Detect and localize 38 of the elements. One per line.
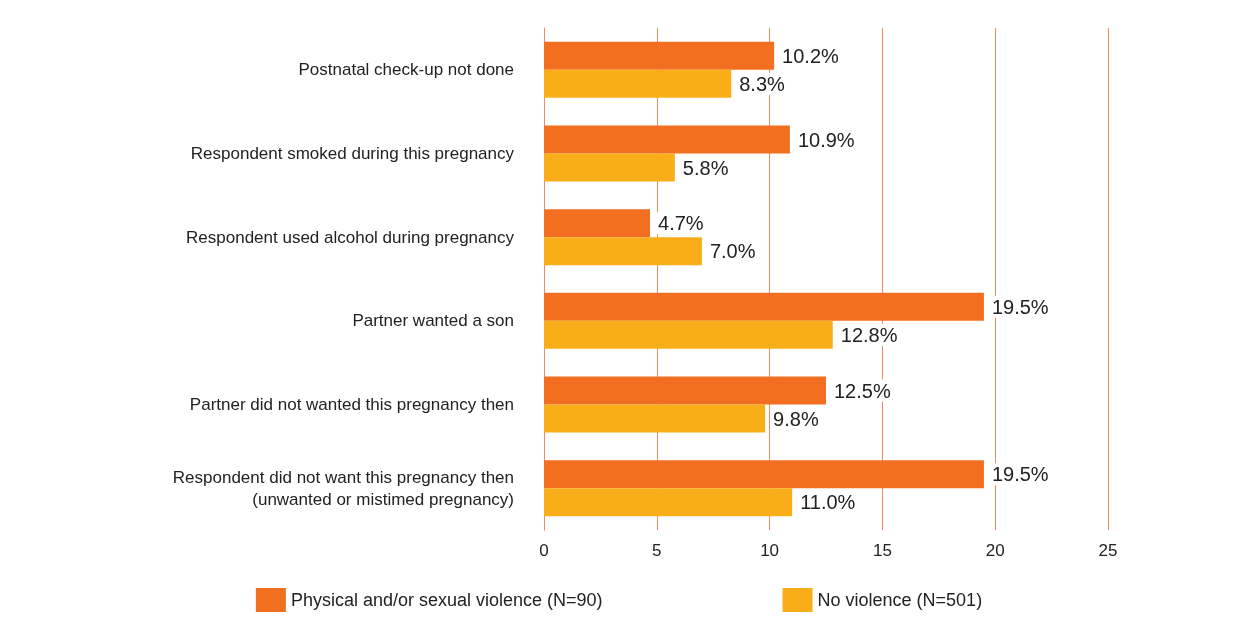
x-tick-label: 15 — [872, 541, 892, 560]
y-tick-label: Respondent did not want this pregnancy then (unwanted or mistimed pregnancy) — [172, 467, 514, 509]
y-tick-label: Respondent used alcohol during pregnancy — [186, 227, 515, 247]
data-label: 4.7% — [658, 212, 704, 235]
bar — [544, 125, 790, 154]
y-tick-label: Partner did not wanted this pregnancy then — [189, 395, 514, 414]
bar — [544, 41, 775, 70]
legend-label: No violence (N=501) — [817, 590, 983, 610]
data-label: 12.5% — [834, 379, 891, 402]
data-label: 12.8% — [840, 323, 898, 346]
bar — [544, 153, 675, 182]
data-label: 10.2% — [782, 44, 840, 67]
legend-label: Physical and/or sexual violence (N=90) — [290, 590, 603, 610]
x-tick-label: 10 — [760, 541, 780, 560]
bar — [544, 320, 833, 349]
bar — [544, 69, 732, 98]
data-label: 19.5% — [991, 463, 1049, 486]
data-label: 9.8% — [773, 407, 819, 430]
y-tick-label: Respondent smoked during this pregnancy — [190, 144, 515, 163]
data-label: 10.9% — [797, 128, 855, 151]
data-label: 11.0% — [800, 491, 856, 514]
bar — [544, 209, 651, 238]
x-tick-label: 25 — [1098, 541, 1118, 560]
bar — [544, 292, 984, 321]
y-tick-label: Partner wanted a son — [352, 311, 514, 331]
bar — [544, 404, 766, 433]
data-label: 19.5% — [991, 295, 1049, 318]
data-label: 8.3% — [739, 72, 786, 95]
data-label: 5.8% — [682, 156, 729, 179]
bar — [544, 460, 984, 489]
x-tick-label: 20 — [985, 541, 1005, 560]
bar — [544, 488, 793, 517]
x-tick-label: 5 — [652, 541, 662, 560]
bar — [544, 237, 702, 266]
x-tick-label: 0 — [539, 541, 549, 560]
data-label: 7.0% — [709, 240, 756, 263]
y-tick-label: Postnatal check-up not done — [298, 60, 514, 80]
bar — [544, 376, 826, 405]
